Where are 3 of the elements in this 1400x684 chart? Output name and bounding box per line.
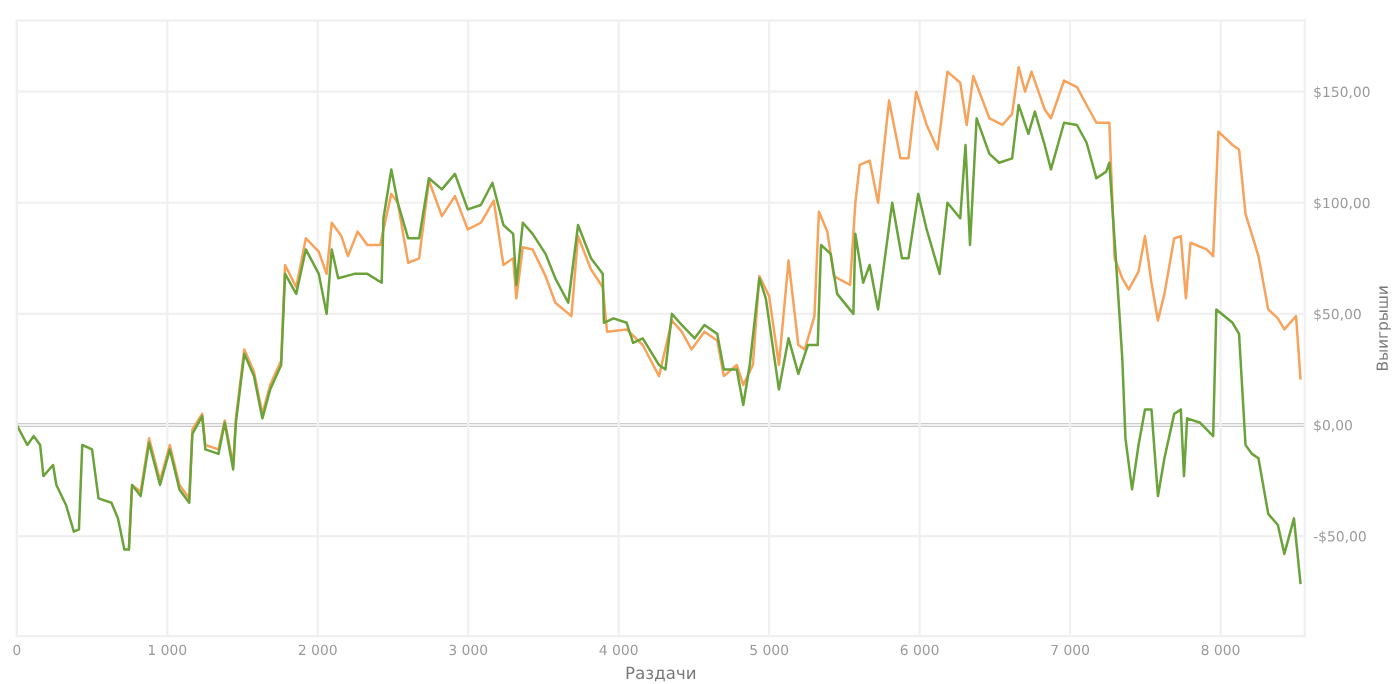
x-axis-title: Раздачи <box>626 666 696 682</box>
line-series <box>16 103 1302 585</box>
line-series <box>127 65 1302 551</box>
